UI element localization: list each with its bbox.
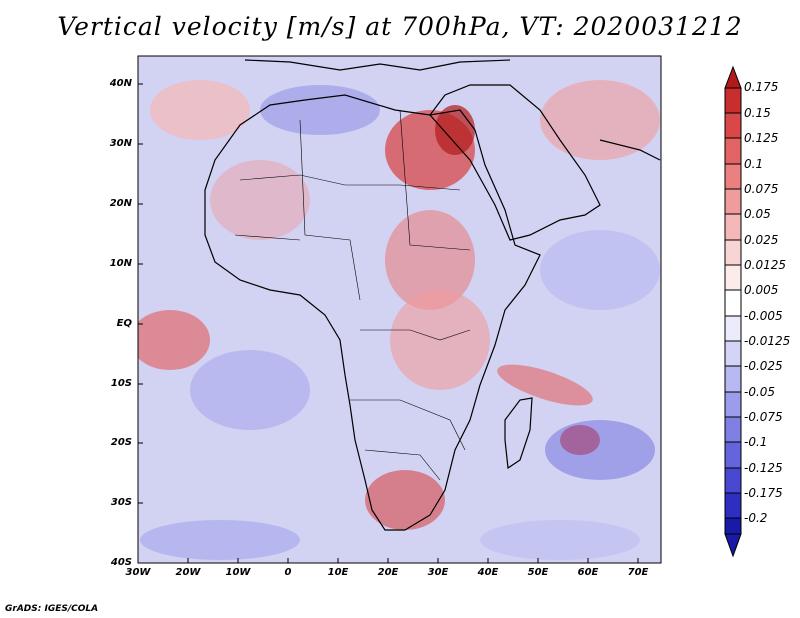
grads-credit: GrADS: IGES/COLA xyxy=(5,604,99,614)
colorbar-segment xyxy=(724,391,742,418)
lon-label: 0 xyxy=(284,567,292,578)
lon-label: 40E xyxy=(477,567,499,578)
colorbar-label: 0.125 xyxy=(744,131,779,145)
lon-label: 60E xyxy=(577,567,599,578)
colorbar-segment xyxy=(724,365,742,393)
colorbar-label: -0.025 xyxy=(744,359,783,373)
colorbar-label: 0.0125 xyxy=(744,258,786,272)
borders xyxy=(234,109,471,481)
lat-label: 20N xyxy=(109,198,132,209)
colorbar-segment xyxy=(724,264,742,291)
colorbar-label: -0.05 xyxy=(744,385,776,399)
colorbar-segment xyxy=(724,213,742,241)
colorbar-segment xyxy=(724,87,742,114)
colorbar-segment xyxy=(724,289,742,317)
colorbar-label: -0.075 xyxy=(744,410,783,424)
colorbar-label: -0.2 xyxy=(744,511,768,525)
colorbar-segment xyxy=(724,340,742,367)
colorbar-segment xyxy=(724,112,742,139)
lon-label: 20E xyxy=(377,567,399,578)
lat-label: 10N xyxy=(109,258,132,269)
colorbar-label: 0.075 xyxy=(744,182,779,196)
lat-label: 20S xyxy=(110,437,132,448)
colorbar-segment xyxy=(724,441,742,469)
colorbar-segment xyxy=(724,239,742,266)
lon-label: 10E xyxy=(327,567,349,578)
colorbar-label: -0.1 xyxy=(744,435,768,449)
lat-label: 40N xyxy=(109,78,132,89)
lat-label: 40S xyxy=(110,557,132,568)
colorbar-label: -0.175 xyxy=(744,486,783,500)
colorbar-segment xyxy=(724,188,742,215)
colorbar-label: -0.005 xyxy=(744,309,783,323)
colorbar-segment xyxy=(724,163,742,190)
colorbar-segment xyxy=(724,467,742,494)
colorbar-segment xyxy=(724,315,742,342)
lon-label: 30E xyxy=(427,567,449,578)
colorbar-label: -0.0125 xyxy=(744,334,791,348)
lon-label: 10W xyxy=(225,567,251,578)
lon-label: 70E xyxy=(627,567,649,578)
colorbar-segment xyxy=(724,416,742,443)
colorbar-label: 0.05 xyxy=(744,207,771,221)
coastlines xyxy=(204,59,661,531)
colorbar-segment xyxy=(724,517,742,535)
velocity-field xyxy=(138,56,661,563)
axis-ticks xyxy=(138,83,639,563)
lon-label: 50E xyxy=(527,567,549,578)
plot-frame xyxy=(137,55,662,564)
map-title: Vertical velocity [m/s] at 700hPa, VT: 2… xyxy=(57,12,743,41)
lat-label: 30N xyxy=(109,138,132,149)
colorbar-segment xyxy=(724,137,742,165)
lat-label: 30S xyxy=(110,497,132,508)
colorbar xyxy=(724,65,742,558)
lat-label: 10S xyxy=(110,378,132,389)
lon-label: 30W xyxy=(125,567,151,578)
lon-label: 20W xyxy=(175,567,201,578)
colorbar-label: 0.175 xyxy=(744,80,779,94)
colorbar-top-arrow xyxy=(724,65,742,89)
colorbar-bottom-arrow xyxy=(724,533,742,558)
lat-label: EQ xyxy=(116,318,132,329)
colorbar-label: 0.15 xyxy=(744,106,771,120)
colorbar-label: 0.1 xyxy=(744,157,764,171)
colorbar-segment xyxy=(724,492,742,519)
colorbar-label: 0.025 xyxy=(744,233,779,247)
colorbar-label: -0.125 xyxy=(744,461,783,475)
colorbar-label: 0.005 xyxy=(744,283,779,297)
